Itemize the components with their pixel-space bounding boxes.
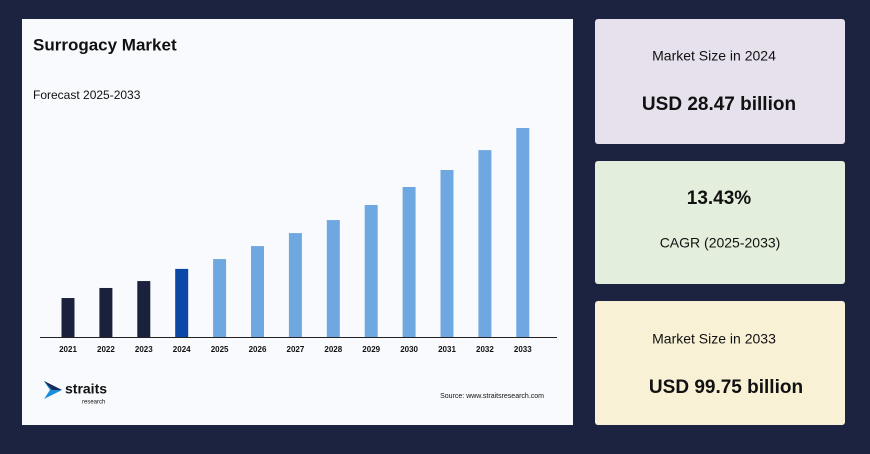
bar xyxy=(402,186,416,337)
bar xyxy=(251,246,264,337)
card-value: USD 99.75 billion xyxy=(649,377,803,398)
bar xyxy=(326,220,340,337)
logo-name: straits xyxy=(65,381,107,397)
x-tick-label: 2023 xyxy=(135,345,153,354)
chart-subtitle: Forecast 2025-2033 xyxy=(33,88,141,102)
bar xyxy=(516,128,530,337)
bar xyxy=(137,281,151,337)
bar xyxy=(99,287,113,337)
chart-title: Surrogacy Market xyxy=(33,35,177,54)
x-tick-label: 2031 xyxy=(438,345,456,354)
bar xyxy=(478,150,492,337)
card-value: USD 28.47 billion xyxy=(642,94,796,115)
card xyxy=(595,301,845,425)
logo-icon xyxy=(44,381,62,390)
x-tick-label: 2026 xyxy=(249,345,267,354)
bar xyxy=(61,298,75,337)
bar xyxy=(364,205,378,337)
logo-tagline: research xyxy=(82,400,105,406)
x-tick-label: 2028 xyxy=(324,345,342,354)
x-tick-label: 2022 xyxy=(97,345,115,354)
bar xyxy=(213,259,227,337)
card-value: 13.43% xyxy=(687,188,752,209)
source: Source: www.straitsresearch.com xyxy=(440,393,544,400)
card-label: Market Size in 2024 xyxy=(652,48,776,64)
x-tick-label: 2024 xyxy=(173,345,191,354)
bar xyxy=(288,233,302,337)
logo: straits research xyxy=(44,381,107,406)
x-tick-label: 2029 xyxy=(362,345,380,354)
card-label: CAGR (2025-2033) xyxy=(660,235,781,251)
card-label: Market Size in 2033 xyxy=(652,331,776,347)
bar xyxy=(440,170,454,337)
x-tick-label: 2030 xyxy=(400,345,418,354)
x-tick-label: 2027 xyxy=(287,345,305,354)
x-tick-label: 2033 xyxy=(514,345,532,354)
x-tick-label: 2021 xyxy=(59,345,77,354)
x-tick-label: 2025 xyxy=(211,345,229,354)
card xyxy=(595,19,845,144)
card xyxy=(595,161,845,284)
x-tick-label: 2032 xyxy=(476,345,494,354)
bar xyxy=(175,268,189,337)
